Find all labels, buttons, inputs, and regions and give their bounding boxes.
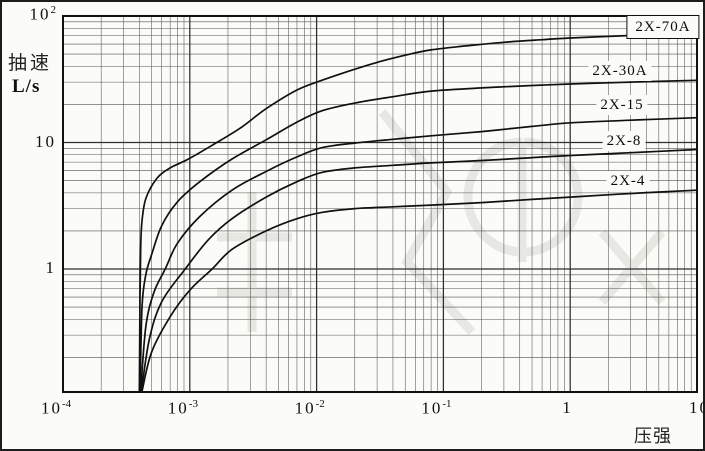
x-tick-label: 10-3: [167, 398, 198, 418]
curve-label-2x-30a: 2X-30A: [588, 61, 652, 81]
watermark: [217, 109, 666, 336]
curve-2x-30a: [139, 79, 698, 393]
curve-2x-8: [140, 148, 698, 393]
curve-2x-15: [139, 116, 698, 393]
curve-label-2x-70a: 2X-70A: [626, 15, 700, 39]
y-tick-label: 10: [35, 131, 56, 151]
x-tick-label: 1: [562, 398, 573, 417]
curve-2x-70a: [138, 32, 698, 393]
grid-minor: [63, 16, 697, 392]
plot-border: [62, 15, 698, 393]
x-tick-label: 10: [689, 398, 703, 417]
curve-label-2x-15: 2X-15: [596, 95, 648, 115]
curve-label-2x-4: 2X-4: [606, 171, 650, 191]
y-axis-title-cn: 抽速: [8, 53, 53, 74]
x-tick-label: 10-2: [294, 398, 325, 418]
curve-label-2x-8: 2X-8: [602, 131, 646, 151]
x-axis-title: 压强(托): [634, 426, 672, 446]
y-axis-title-units: L/s: [12, 76, 41, 97]
curve-2x-4: [141, 189, 698, 393]
x-tick-label: 10-4: [41, 398, 72, 418]
y-tick-label: 1: [45, 258, 56, 277]
x-tick-label: 10-1: [421, 398, 452, 418]
y-tick-label: 102: [29, 4, 57, 24]
